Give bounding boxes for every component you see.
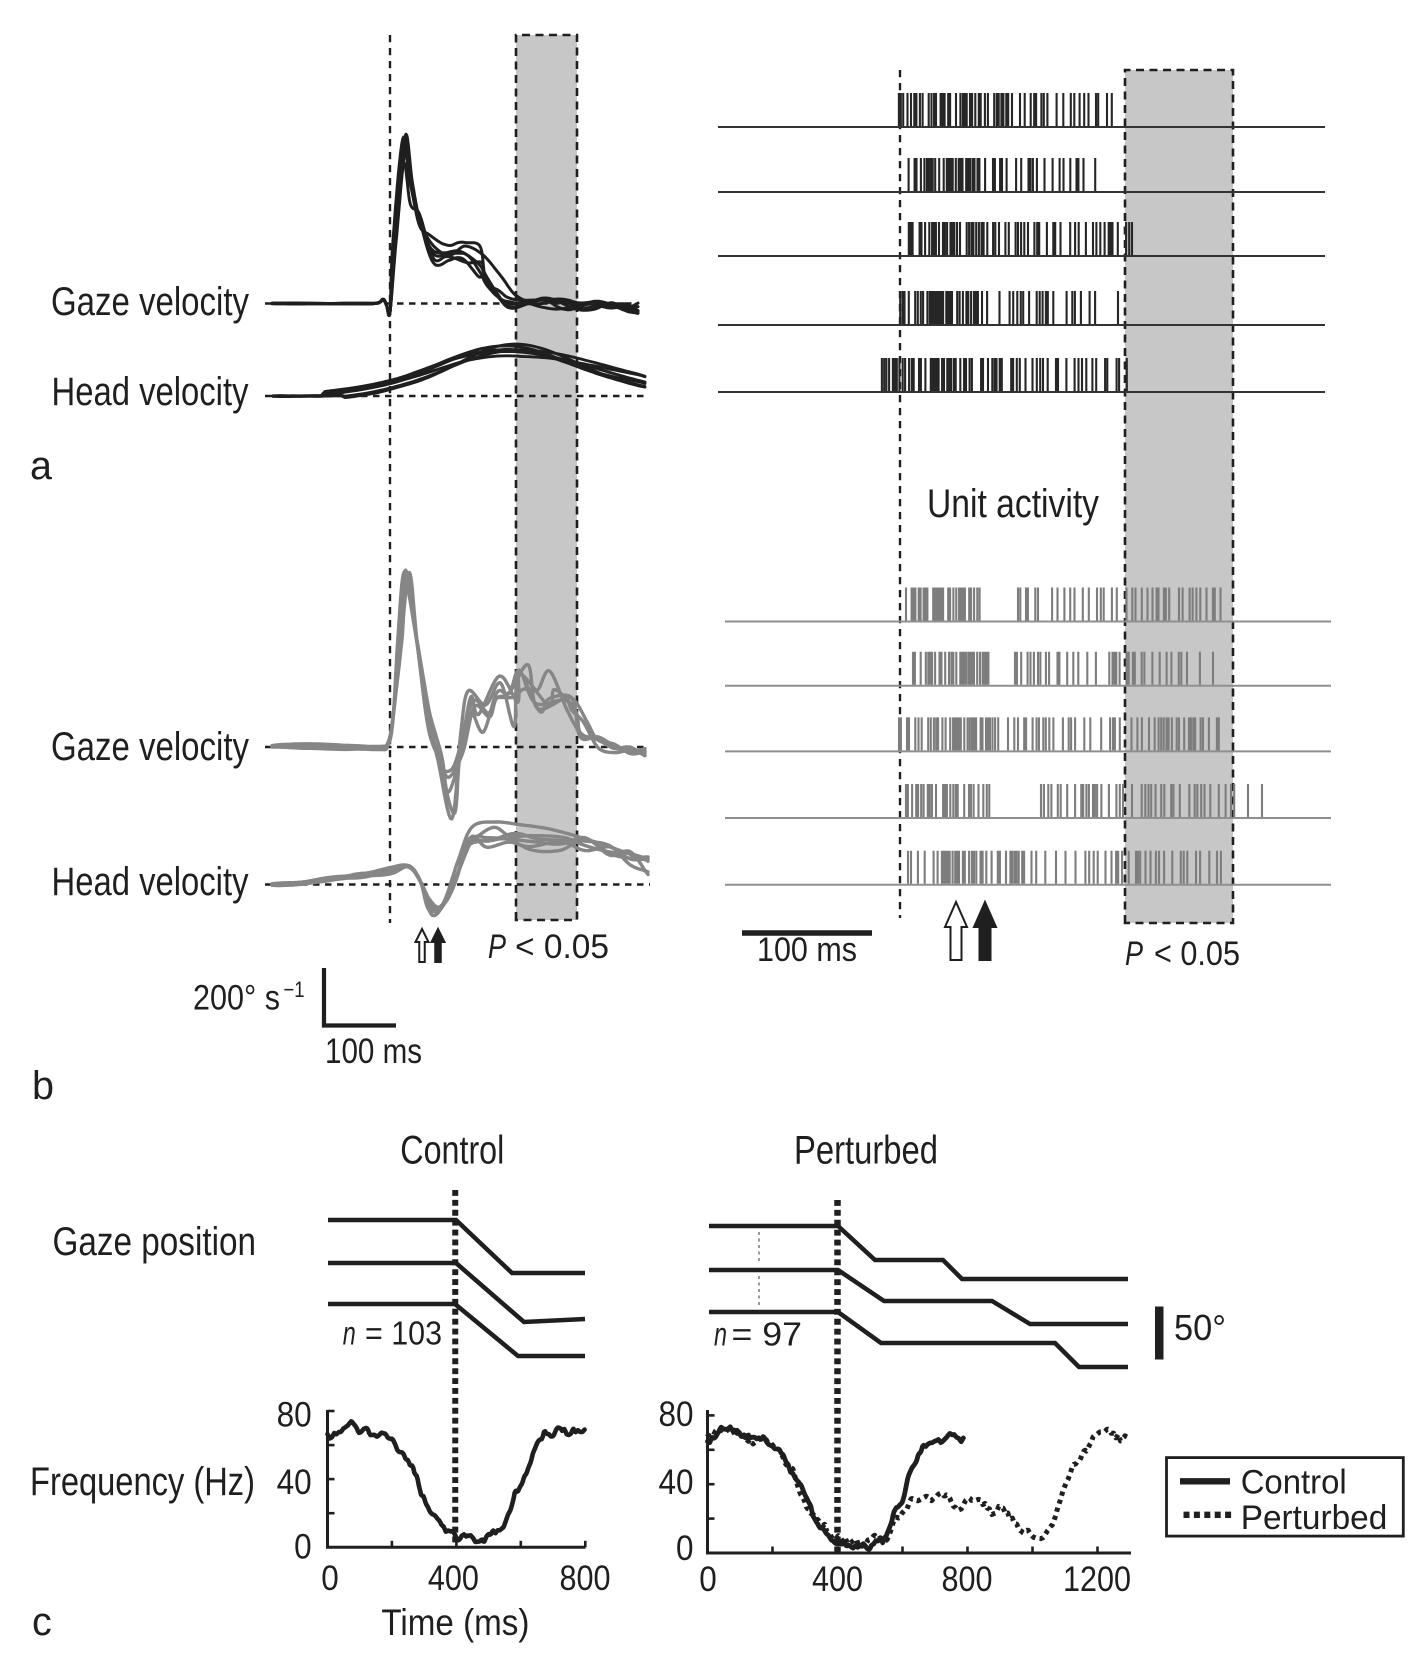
svg-text:100 ms: 100 ms <box>325 1032 422 1071</box>
svg-text:P: P <box>1125 935 1143 973</box>
svg-text:40: 40 <box>277 1463 312 1502</box>
svg-text:0: 0 <box>699 1560 717 1599</box>
svg-text:Gaze position: Gaze position <box>53 1220 257 1264</box>
svg-text:Time (ms): Time (ms) <box>381 1601 529 1643</box>
svg-text:100 ms: 100 ms <box>757 931 857 969</box>
svg-text:Frequency (Hz): Frequency (Hz) <box>30 1460 255 1504</box>
svg-text:400: 400 <box>812 1560 863 1599</box>
svg-text:400: 400 <box>428 1559 479 1598</box>
svg-text:n: n <box>343 1315 356 1352</box>
svg-text:n: n <box>714 1316 727 1353</box>
svg-text:80: 80 <box>277 1395 312 1434</box>
svg-text:1200: 1200 <box>1063 1560 1131 1599</box>
svg-text:0: 0 <box>321 1559 339 1598</box>
svg-text:= 97: = 97 <box>732 1316 803 1353</box>
svg-text:Head velocity: Head velocity <box>52 370 249 414</box>
svg-text:Control: Control <box>400 1128 504 1172</box>
svg-text:80: 80 <box>659 1395 694 1434</box>
svg-text:Gaze velocity: Gaze velocity <box>51 725 249 769</box>
svg-text:800: 800 <box>942 1560 993 1599</box>
svg-text:< 0.05: < 0.05 <box>515 928 609 966</box>
svg-text:< 0.05: < 0.05 <box>1154 935 1240 973</box>
svg-text:b: b <box>32 1064 54 1108</box>
svg-text:800: 800 <box>560 1559 611 1598</box>
svg-text:Perturbed: Perturbed <box>794 1129 938 1173</box>
svg-text:c: c <box>32 1600 52 1644</box>
svg-text:Perturbed: Perturbed <box>1241 1499 1388 1537</box>
svg-text:200° s: 200° s <box>193 979 280 1018</box>
svg-text:Head velocity: Head velocity <box>52 860 249 904</box>
svg-text:Unit activity: Unit activity <box>927 482 1099 526</box>
svg-text:Gaze velocity: Gaze velocity <box>51 280 249 324</box>
svg-text:= 103: = 103 <box>365 1315 442 1352</box>
svg-text:−1: −1 <box>284 977 305 1002</box>
svg-text:Control: Control <box>1241 1463 1347 1501</box>
svg-text:40: 40 <box>659 1463 694 1502</box>
svg-text:0: 0 <box>676 1529 694 1568</box>
svg-text:a: a <box>30 444 52 488</box>
svg-text:50°: 50° <box>1174 1307 1226 1348</box>
svg-text:0: 0 <box>294 1527 312 1566</box>
svg-text:P: P <box>488 928 506 966</box>
